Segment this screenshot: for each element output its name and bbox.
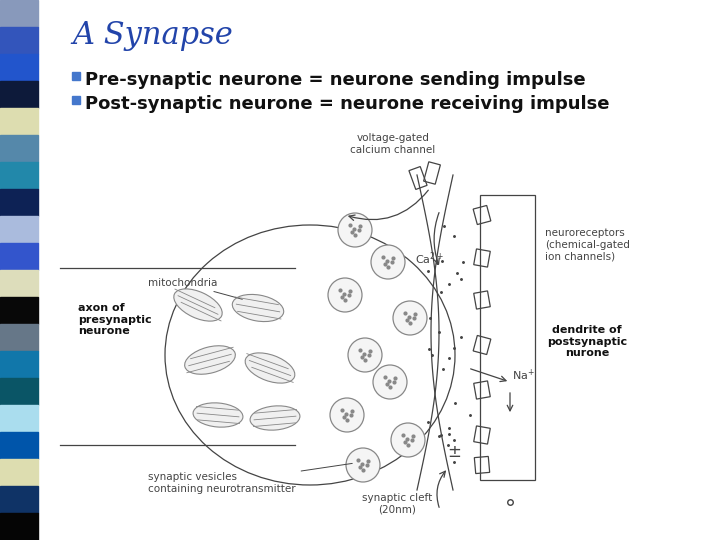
Bar bbox=[409, 166, 427, 190]
Circle shape bbox=[328, 278, 362, 312]
Text: axon of
presynaptic
neurone: axon of presynaptic neurone bbox=[78, 303, 152, 336]
Circle shape bbox=[393, 301, 427, 335]
Circle shape bbox=[338, 213, 372, 247]
Bar bbox=[0, 27, 38, 54]
Bar bbox=[0, 324, 38, 351]
Text: Post-synaptic neurone = neurone receiving impulse: Post-synaptic neurone = neurone receivin… bbox=[85, 95, 610, 113]
Bar bbox=[474, 291, 490, 309]
Bar bbox=[0, 135, 38, 162]
Circle shape bbox=[346, 448, 380, 482]
Bar bbox=[0, 54, 38, 81]
Bar bbox=[0, 513, 38, 540]
Bar bbox=[0, 162, 38, 189]
Bar bbox=[72, 72, 80, 80]
Bar bbox=[0, 351, 38, 378]
Text: dendrite of
postsynaptic
nurone: dendrite of postsynaptic nurone bbox=[547, 325, 627, 358]
Text: mitochondria: mitochondria bbox=[148, 278, 243, 299]
Bar bbox=[473, 335, 491, 355]
Text: synaptic vesicles
containing neurotransmitter: synaptic vesicles containing neurotransm… bbox=[148, 463, 352, 494]
Bar bbox=[0, 0, 38, 27]
Circle shape bbox=[371, 245, 405, 279]
Bar bbox=[0, 486, 38, 513]
Text: synaptic cleft
(20nm): synaptic cleft (20nm) bbox=[362, 493, 432, 515]
Ellipse shape bbox=[246, 353, 294, 383]
Bar bbox=[473, 205, 491, 225]
Text: voltage-gated
calcium channel: voltage-gated calcium channel bbox=[351, 133, 436, 155]
Text: A Synapse: A Synapse bbox=[72, 20, 233, 51]
Bar bbox=[72, 96, 80, 104]
Bar bbox=[0, 378, 38, 405]
Ellipse shape bbox=[250, 406, 300, 430]
Text: Pre-synaptic neurone = neurone sending impulse: Pre-synaptic neurone = neurone sending i… bbox=[85, 71, 585, 89]
Bar bbox=[480, 195, 535, 480]
Bar bbox=[474, 381, 490, 399]
Bar bbox=[0, 216, 38, 243]
Bar bbox=[0, 405, 38, 432]
Bar bbox=[0, 270, 38, 297]
Bar bbox=[0, 108, 38, 135]
Circle shape bbox=[330, 398, 364, 432]
Circle shape bbox=[373, 365, 407, 399]
Ellipse shape bbox=[184, 346, 235, 374]
Ellipse shape bbox=[233, 294, 284, 322]
Bar bbox=[0, 459, 38, 486]
Bar bbox=[0, 297, 38, 324]
Bar bbox=[0, 432, 38, 459]
Bar bbox=[0, 243, 38, 270]
Text: Ca$^{2+}$: Ca$^{2+}$ bbox=[415, 250, 444, 267]
Bar bbox=[474, 249, 490, 267]
Bar bbox=[474, 426, 490, 444]
Bar bbox=[0, 81, 38, 108]
Circle shape bbox=[348, 338, 382, 372]
Ellipse shape bbox=[193, 403, 243, 427]
Bar bbox=[474, 456, 490, 474]
Text: neuroreceptors
(chemical-gated
ion channels): neuroreceptors (chemical-gated ion chann… bbox=[545, 228, 630, 261]
Text: Na$^{+}$: Na$^{+}$ bbox=[512, 368, 535, 383]
Text: $\pm$: $\pm$ bbox=[447, 443, 461, 461]
Bar bbox=[0, 189, 38, 216]
Bar bbox=[423, 162, 441, 184]
Ellipse shape bbox=[174, 289, 222, 321]
Circle shape bbox=[391, 423, 425, 457]
